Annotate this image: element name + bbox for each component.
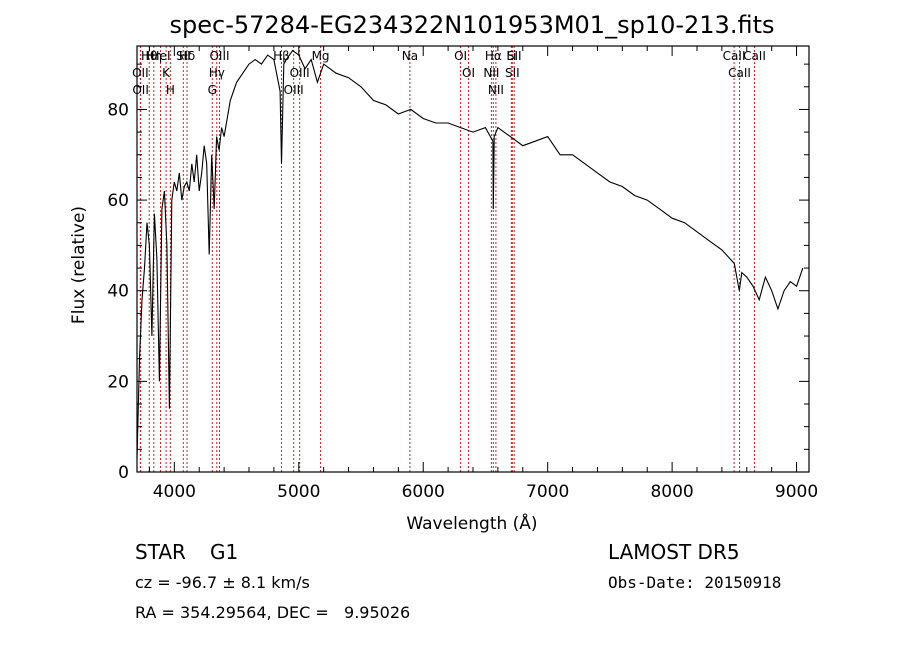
x-tick: 5000 xyxy=(277,46,320,502)
plot-frame xyxy=(136,45,810,473)
spectral-line-label: G xyxy=(208,83,217,97)
x-tick: 7000 xyxy=(526,46,569,502)
spectrum-series-line xyxy=(136,49,804,459)
spectral-line-label: H xyxy=(166,83,175,97)
y-tick-label: 0 xyxy=(118,463,129,483)
y-tick: 60 xyxy=(107,191,809,211)
y-tick-label: 40 xyxy=(107,282,129,302)
spectral-line-label: Hβ xyxy=(273,49,290,63)
x-tick-label: 7000 xyxy=(526,482,569,502)
spectral-line-label: Hγ xyxy=(209,66,225,80)
x-tick-label: 4000 xyxy=(153,482,196,502)
spectral-line-label: Hδ xyxy=(179,49,195,63)
axis-ticks: 4000 5000 6000 7000 8000 9000 0 20 40 60 80 xyxy=(107,46,818,502)
y-tick-label: 20 xyxy=(107,372,129,392)
y-tick-label: 60 xyxy=(107,191,129,211)
spectral-line-label: OII xyxy=(132,83,149,97)
x-tick: 6000 xyxy=(402,46,445,502)
chart-title: spec-57284-EG234322N101953M01_sp10-213.f… xyxy=(170,11,775,39)
y-axis-label: Flux (relative) xyxy=(69,206,89,324)
redshift-velocity: cz = -96.7 ± 8.1 km/s xyxy=(135,573,310,592)
y-tick: 40 xyxy=(107,282,809,302)
spectral-line-label: CaII xyxy=(743,49,766,63)
spectral-line-label: CaII xyxy=(728,66,751,80)
x-tick-label: 8000 xyxy=(650,482,693,502)
y-tick: 20 xyxy=(107,372,809,392)
survey-name: LAMOST DR5 xyxy=(608,540,740,564)
spectral-line-label: NII xyxy=(488,83,504,97)
spectral-line-label: OI xyxy=(454,49,467,63)
x-tick-label: 6000 xyxy=(402,482,445,502)
y-tick: 80 xyxy=(107,100,809,120)
spectral-line-label: OII xyxy=(132,66,149,80)
spectral-line-label: OI xyxy=(462,66,475,80)
spectral-line-label: CaII xyxy=(723,49,746,63)
spectral-line-label: OIII xyxy=(284,83,304,97)
spectral-line-label: Li xyxy=(506,49,516,63)
x-tick: 8000 xyxy=(650,46,694,502)
spectral-line-label: HeI xyxy=(151,49,171,63)
spectral-line-label: NII xyxy=(483,66,499,80)
object-class: STAR xyxy=(135,540,186,564)
y-tick-label: 80 xyxy=(107,100,129,120)
spectral-line-label: OIII xyxy=(209,49,229,63)
spectral-line-label: Hθ xyxy=(141,49,157,63)
spectral-line-label: OIII xyxy=(290,66,310,80)
spectral-line-label: SII xyxy=(507,49,522,63)
x-axis-label: Wavelength (Å) xyxy=(406,512,537,534)
x-tick-label: 5000 xyxy=(277,482,320,502)
x-tick: 9000 xyxy=(775,46,818,502)
spectral-line-label: SII xyxy=(176,49,191,63)
x-tick-label: 9000 xyxy=(775,482,818,502)
spectral-line-label: Hη xyxy=(145,49,162,63)
spectral-line-label: Na xyxy=(402,49,418,63)
spectral-line-label: Mg xyxy=(312,49,330,63)
spectral-line-label: Hα xyxy=(485,49,502,63)
y-tick: 0 xyxy=(118,463,809,483)
spectral-line-label: SII xyxy=(505,66,520,80)
x-tick: 4000 xyxy=(153,46,196,502)
observation-date: Obs-Date: 20150918 xyxy=(608,573,782,592)
spectral-line-label: K xyxy=(162,66,171,80)
line-markers xyxy=(139,46,755,472)
object-subclass: G1 xyxy=(210,540,239,564)
coordinates: RA = 354.29564, DEC = 9.95026 xyxy=(135,603,411,622)
